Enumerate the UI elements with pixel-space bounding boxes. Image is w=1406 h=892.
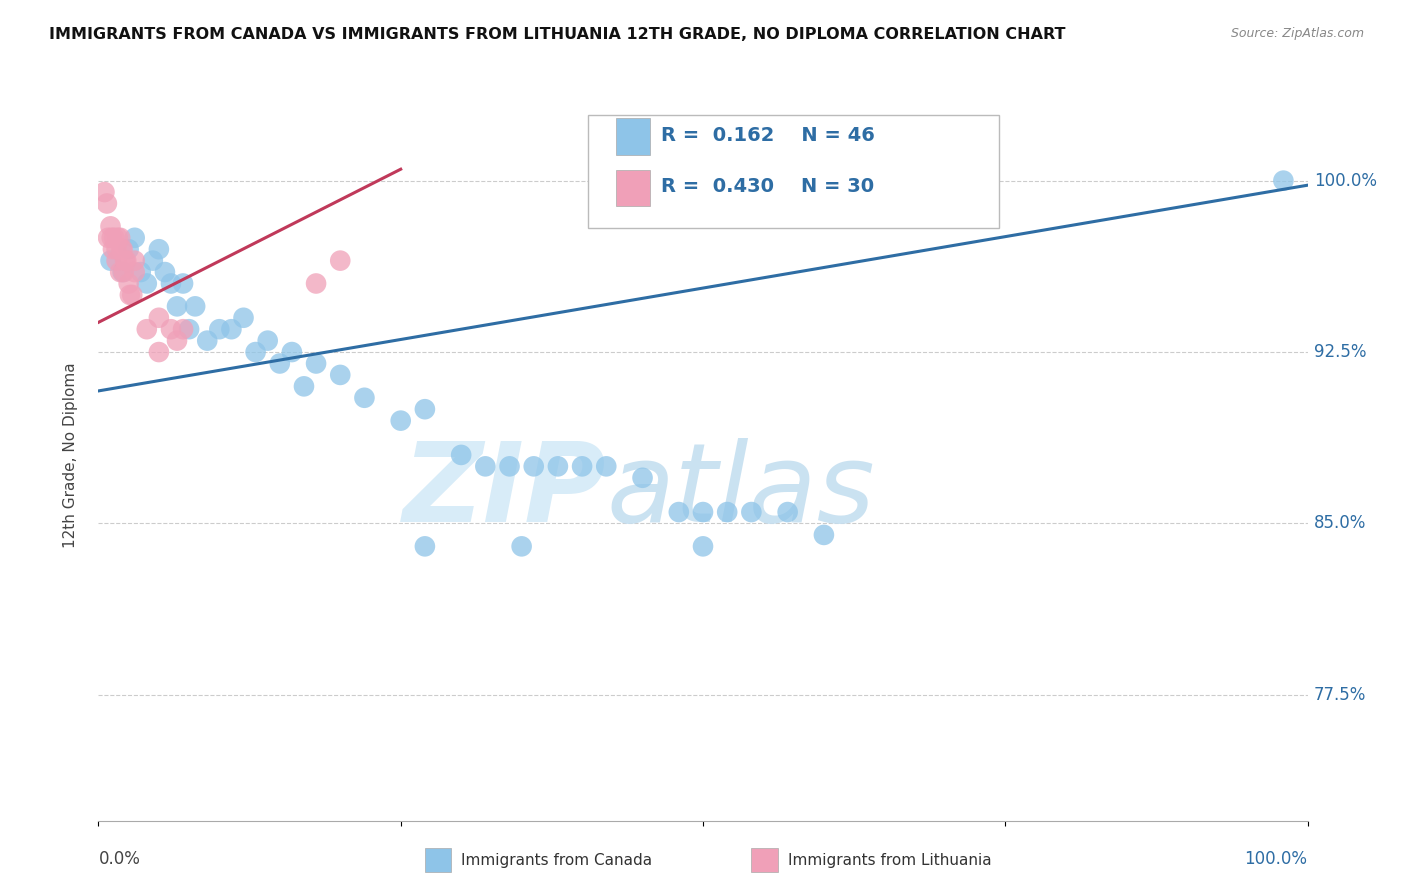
Point [118,242,141,256]
Point [148,242,170,256]
Point [135,277,157,291]
Point [413,540,436,554]
Point [474,459,496,474]
Point [389,414,412,428]
Point [232,310,254,325]
Point [329,253,352,268]
Bar [616,169,650,206]
Text: R =  0.162    N = 46: R = 0.162 N = 46 [661,126,875,145]
Point [118,288,141,302]
Point [692,505,714,519]
Text: 0.0%: 0.0% [98,850,141,868]
Point [100,219,122,234]
Point [97,231,120,245]
Point [172,277,194,291]
Point [111,242,134,256]
Point [103,231,125,245]
Text: 100.0%: 100.0% [1313,171,1376,190]
FancyBboxPatch shape [588,115,1000,228]
Bar [425,848,451,871]
Point [107,231,129,245]
Point [716,505,738,519]
Text: IMMIGRANTS FROM CANADA VS IMMIGRANTS FROM LITHUANIA 12TH GRADE, NO DIPLOMA CORRE: IMMIGRANTS FROM CANADA VS IMMIGRANTS FRO… [49,27,1066,42]
Text: ZIP: ZIP [402,438,606,545]
Point [413,402,436,417]
Point [108,231,131,245]
Point [114,253,136,268]
Point [692,540,714,554]
Point [105,253,128,268]
Point [813,528,835,542]
Point [166,299,188,313]
Point [329,368,352,382]
Point [124,253,146,268]
Point [153,265,176,279]
Point [776,505,799,519]
Point [118,277,141,291]
Point [100,253,122,268]
Text: R =  0.430    N = 30: R = 0.430 N = 30 [661,177,873,196]
Point [115,253,138,268]
Point [353,391,375,405]
Text: 92.5%: 92.5% [1313,343,1367,361]
Point [631,471,654,485]
Text: 100.0%: 100.0% [1244,850,1308,868]
Point [96,196,118,211]
Text: atlas: atlas [606,438,875,545]
Point [108,265,131,279]
Bar [616,119,650,155]
Point [256,334,278,348]
Point [184,299,207,313]
Point [124,265,146,279]
Text: 85.0%: 85.0% [1313,515,1367,533]
Point [177,322,201,336]
Point [510,540,533,554]
Point [292,379,315,393]
Point [595,459,617,474]
Point [221,322,243,336]
Point [740,505,762,519]
Point [245,345,267,359]
Point [121,288,143,302]
Y-axis label: 12th Grade, No Diploma: 12th Grade, No Diploma [63,362,77,548]
Text: Immigrants from Lithuania: Immigrants from Lithuania [787,854,991,869]
Point [142,253,165,268]
Point [269,356,291,370]
Point [571,459,593,474]
Point [195,334,218,348]
Point [93,185,115,199]
Point [124,231,146,245]
Text: Source: ZipAtlas.com: Source: ZipAtlas.com [1230,27,1364,40]
Point [172,322,194,336]
Point [450,448,472,462]
Point [166,334,188,348]
Text: Immigrants from Canada: Immigrants from Canada [461,854,652,869]
Point [498,459,520,474]
Point [111,265,134,279]
Point [160,322,183,336]
Point [101,242,124,256]
Point [110,242,132,256]
Bar [751,848,778,871]
Point [1272,174,1295,188]
Point [105,242,128,256]
Point [100,231,122,245]
Point [112,265,135,279]
Text: 77.5%: 77.5% [1313,686,1367,704]
Point [208,322,231,336]
Point [547,459,569,474]
Point [148,310,170,325]
Point [160,277,183,291]
Point [135,322,157,336]
Point [523,459,546,474]
Point [281,345,304,359]
Point [668,505,690,519]
Point [305,356,328,370]
Point [148,345,170,359]
Point [129,265,152,279]
Point [305,277,328,291]
